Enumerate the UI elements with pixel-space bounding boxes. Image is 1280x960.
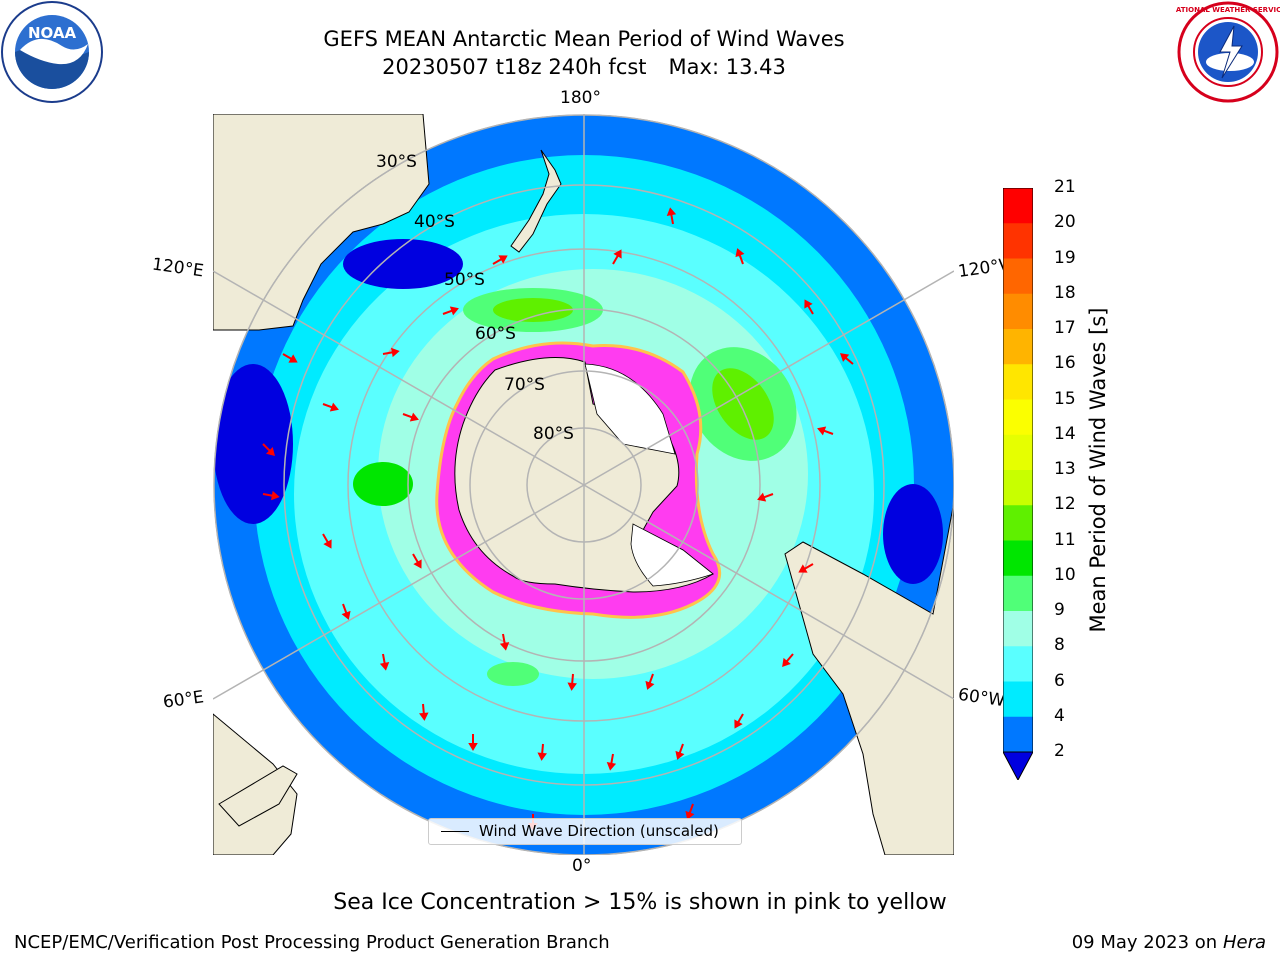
- colorbar-tick-label: 10: [1054, 564, 1076, 585]
- colorbar-tick-label: 15: [1054, 388, 1076, 409]
- ice-shelf-ross: [584, 363, 676, 455]
- colorbar-tick-label: 17: [1054, 318, 1076, 338]
- colorbar-tick-label: 19: [1054, 247, 1076, 268]
- colorbar-band: [1003, 470, 1033, 506]
- colorbar-tick-label: 14: [1054, 423, 1076, 444]
- lat-label-40s: 40°S: [414, 212, 455, 232]
- colorbar-band: [1003, 329, 1033, 365]
- legend-label: Wind Wave Direction (unscaled): [479, 822, 719, 840]
- colorbar-band: [1003, 434, 1033, 471]
- lat-label-50s: 50°S: [444, 270, 485, 290]
- colorbar-band: [1003, 223, 1033, 259]
- colorbar-band: [1003, 364, 1033, 400]
- colorbar-tick-label: 4: [1054, 705, 1065, 726]
- max-value: Max: 13.43: [668, 55, 786, 79]
- colorbar-title: Mean Period of Wind Waves [s]: [1086, 307, 1110, 633]
- map-legend: Wind Wave Direction (unscaled): [428, 818, 742, 845]
- footer-date-text: 09 May 2023 on: [1071, 932, 1218, 953]
- colorbar-band: [1003, 399, 1033, 436]
- footer-producer: NCEP/EMC/Verification Post Processing Pr…: [14, 932, 610, 953]
- colorbar-tick-label: 20: [1054, 212, 1076, 233]
- colorbar-band: [1003, 611, 1033, 647]
- colorbar-band: [1003, 293, 1033, 330]
- chart-subtitle: 20230507 t18z 240h fcst Max: 13.43: [234, 54, 934, 80]
- colorbar-band: [1003, 646, 1033, 682]
- colorbar-band: [1003, 716, 1033, 753]
- colorbar-tick-label: 2: [1054, 741, 1065, 761]
- lon-label-180: 180°: [560, 88, 601, 108]
- colorbar-band: [1003, 540, 1033, 577]
- colorbar-band: [1003, 575, 1033, 612]
- forecast-run: 20230507 t18z 240h fcst: [382, 55, 647, 79]
- colorbar-extend-triangle: [1003, 751, 1033, 780]
- lat-label-70s: 70°S: [504, 375, 545, 395]
- wind-wave-arrows: [262, 207, 854, 831]
- lat-label-30s: 30°S: [376, 152, 417, 172]
- colorbar-tick-label: 13: [1054, 459, 1076, 479]
- land-madagascar: [218, 765, 298, 827]
- colorbar-tick-label: 18: [1054, 282, 1076, 303]
- lon-label-60w: 60°W: [956, 684, 1007, 712]
- lat-label-60s: 60°S: [475, 324, 516, 344]
- colorbar-tick-label: 9: [1054, 600, 1065, 620]
- colorbar-tick-label: 8: [1054, 635, 1065, 656]
- lon-label-0: 0°: [572, 856, 592, 876]
- colorbar-tick-label: 21: [1054, 177, 1076, 197]
- ice-shelf-weddell: [630, 523, 714, 587]
- antarctic-map: [213, 114, 954, 855]
- colorbar-band: [1003, 681, 1033, 718]
- noaa-logo: NOAA: [1, 1, 103, 103]
- footer-machine: Hera: [1222, 932, 1266, 953]
- colorbar-tick-label: 16: [1054, 353, 1076, 374]
- nws-logo: NATIONAL WEATHER SERVICE: [1176, 1, 1280, 103]
- lon-label-60e: 60°E: [161, 687, 206, 713]
- chart-title: GEFS MEAN Antarctic Mean Period of Wind …: [323, 27, 845, 51]
- colorbar-band: [1003, 258, 1033, 295]
- lat-label-80s: 80°S: [533, 424, 574, 444]
- colorbar-tick-label: 11: [1054, 529, 1076, 550]
- colorbar-band: [1003, 505, 1033, 541]
- colorbar: [1003, 188, 1033, 780]
- footer-date: 09 May 2023 on Hera: [1072, 932, 1266, 953]
- noaa-logo-text: NOAA: [28, 24, 77, 42]
- lon-label-120e: 120°E: [150, 254, 205, 282]
- legend-line-swatch: [441, 831, 469, 832]
- colorbar-band: [1003, 188, 1033, 224]
- colorbar-tick-label: 12: [1054, 494, 1076, 515]
- sea-ice-note: Sea Ice Concentration > 15% is shown in …: [333, 890, 947, 915]
- nws-logo-text: NATIONAL WEATHER SERVICE: [1176, 6, 1280, 14]
- colorbar-tick-label: 6: [1054, 670, 1065, 691]
